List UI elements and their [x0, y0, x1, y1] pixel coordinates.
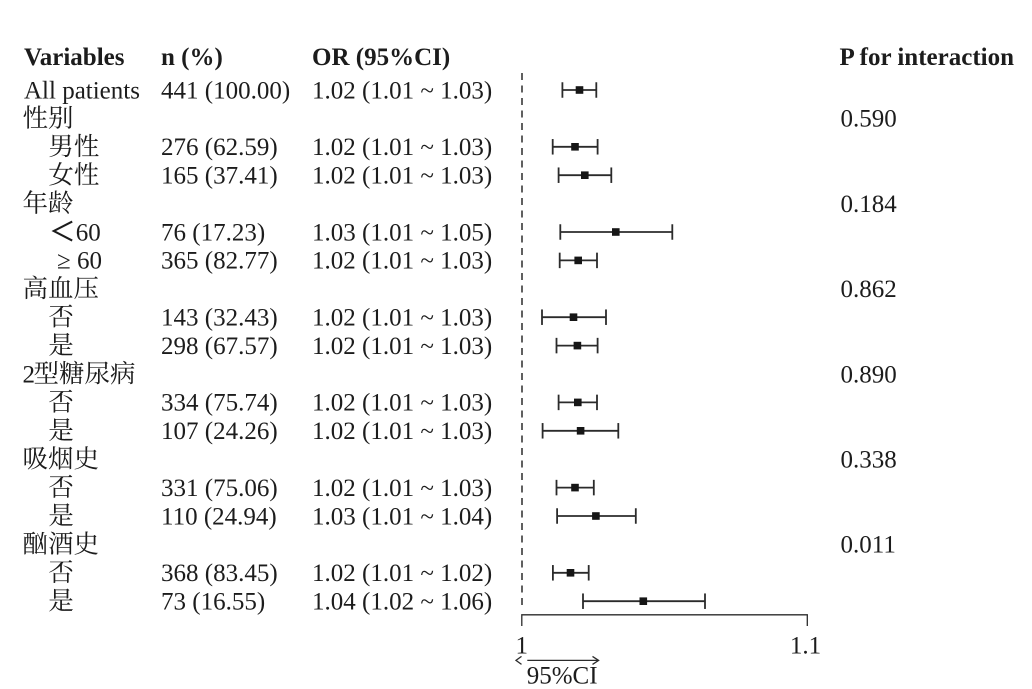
svg-text:0.338: 0.338 — [841, 447, 897, 474]
svg-text:n (%): n (%) — [161, 44, 223, 71]
svg-text:60: 60 — [76, 219, 101, 246]
svg-text:OR (95%CI): OR (95%CI) — [312, 44, 450, 71]
svg-text:143 (32.43): 143 (32.43) — [161, 305, 278, 332]
svg-text:73 (16.55): 73 (16.55) — [161, 589, 265, 616]
svg-text:1: 1 — [516, 632, 529, 659]
svg-text:1.02 (1.01 ~ 1.03): 1.02 (1.01 ~ 1.03) — [312, 134, 492, 161]
svg-text:0.890: 0.890 — [841, 361, 897, 388]
svg-text:All patients: All patients — [24, 77, 140, 104]
svg-text:368 (83.45): 368 (83.45) — [161, 560, 278, 587]
svg-text:107 (24.26): 107 (24.26) — [161, 418, 278, 445]
svg-text:331 (75.06): 331 (75.06) — [161, 475, 278, 502]
svg-text:1.1: 1.1 — [790, 632, 821, 659]
svg-text:0.862: 0.862 — [841, 276, 897, 303]
svg-text:441 (100.00): 441 (100.00) — [161, 77, 290, 104]
svg-text:1.03 (1.01 ~ 1.04): 1.03 (1.01 ~ 1.04) — [312, 503, 492, 530]
svg-text:1.02 (1.01 ~ 1.03): 1.02 (1.01 ~ 1.03) — [312, 475, 492, 502]
svg-text:0.011: 0.011 — [841, 532, 896, 559]
svg-text:276 (62.59): 276 (62.59) — [161, 134, 278, 161]
svg-text:365 (82.77): 365 (82.77) — [161, 248, 278, 275]
svg-text:1.02 (1.01 ~ 1.03): 1.02 (1.01 ~ 1.03) — [312, 305, 492, 332]
svg-text:76 (17.23): 76 (17.23) — [161, 219, 265, 246]
svg-text:2: 2 — [23, 361, 36, 388]
svg-text:Variables: Variables — [24, 44, 125, 71]
svg-text:P for interaction: P for interaction — [840, 44, 1015, 71]
svg-text:0.590: 0.590 — [841, 106, 897, 133]
svg-text:1.03 (1.01 ~ 1.05): 1.03 (1.01 ~ 1.05) — [312, 219, 492, 246]
svg-text:334 (75.74): 334 (75.74) — [161, 390, 278, 417]
svg-text:165 (37.41): 165 (37.41) — [161, 163, 278, 190]
svg-text:1.02 (1.01 ~ 1.03): 1.02 (1.01 ~ 1.03) — [312, 390, 492, 417]
svg-text:1.02 (1.01 ~ 1.03): 1.02 (1.01 ~ 1.03) — [312, 418, 492, 445]
svg-text:1.02 (1.01 ~ 1.03): 1.02 (1.01 ~ 1.03) — [312, 77, 492, 104]
svg-text:1.02 (1.01 ~ 1.03): 1.02 (1.01 ~ 1.03) — [312, 163, 492, 190]
svg-text:298 (67.57): 298 (67.57) — [161, 333, 278, 360]
svg-text:110 (24.94): 110 (24.94) — [161, 503, 277, 530]
svg-text:95%CI: 95%CI — [527, 663, 598, 689]
svg-text:1.02 (1.01 ~ 1.03): 1.02 (1.01 ~ 1.03) — [312, 333, 492, 360]
svg-text:1.02 (1.01 ~ 1.02): 1.02 (1.01 ~ 1.02) — [312, 560, 492, 587]
svg-text:0.184: 0.184 — [841, 191, 898, 218]
svg-text:≥ 60: ≥ 60 — [57, 248, 102, 275]
svg-text:1.04 (1.02 ~ 1.06): 1.04 (1.02 ~ 1.06) — [312, 589, 492, 616]
svg-text:1.02 (1.01 ~ 1.03): 1.02 (1.01 ~ 1.03) — [312, 248, 492, 275]
